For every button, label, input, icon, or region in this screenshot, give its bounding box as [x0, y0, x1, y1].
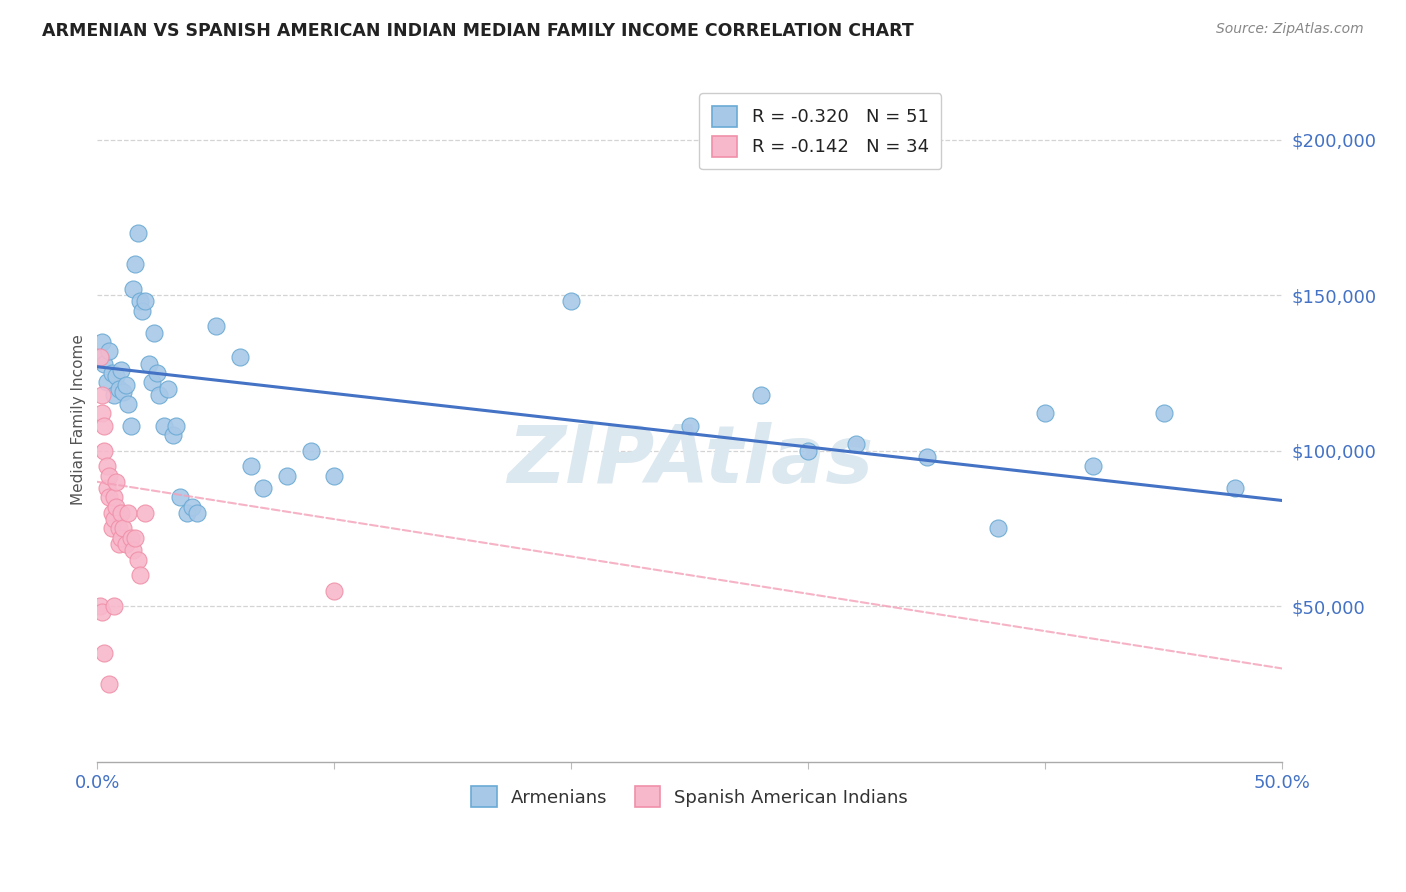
Point [134, 506, 156, 520]
Point [131, 303, 153, 318]
Point [145, 366, 167, 380]
Point [1153, 406, 1175, 420]
Point [98, 468, 121, 483]
Text: ZIPAtlas: ZIPAtlas [506, 422, 873, 500]
Point [148, 388, 170, 402]
Point [127, 226, 149, 240]
Point [112, 384, 135, 399]
Point [987, 521, 1010, 535]
Point [1081, 459, 1104, 474]
Point [117, 506, 139, 520]
Point [169, 491, 191, 505]
Point [134, 294, 156, 309]
Point [114, 537, 136, 551]
Point [100, 506, 122, 520]
Point [122, 543, 145, 558]
Point [141, 376, 163, 390]
Point [107, 521, 129, 535]
Point [276, 468, 298, 483]
Point [96, 459, 118, 474]
Point [124, 531, 146, 545]
Point [323, 468, 346, 483]
Point [797, 443, 820, 458]
Point [138, 357, 160, 371]
Point [560, 294, 582, 309]
Point [98, 677, 121, 691]
Point [105, 500, 128, 514]
Point [162, 428, 184, 442]
Point [93, 443, 115, 458]
Text: Source: ZipAtlas.com: Source: ZipAtlas.com [1216, 22, 1364, 37]
Point [1033, 406, 1056, 420]
Point [749, 388, 772, 402]
Point [1223, 481, 1246, 495]
Point [323, 583, 346, 598]
Point [165, 418, 187, 433]
Point [240, 459, 263, 474]
Point [105, 369, 128, 384]
Point [110, 506, 132, 520]
Point [103, 491, 125, 505]
Text: ARMENIAN VS SPANISH AMERICAN INDIAN MEDIAN FAMILY INCOME CORRELATION CHART: ARMENIAN VS SPANISH AMERICAN INDIAN MEDI… [42, 22, 914, 40]
Point [228, 351, 250, 365]
Point [915, 450, 938, 464]
Point [107, 537, 129, 551]
Point [91, 388, 114, 402]
Point [124, 257, 146, 271]
Point [91, 406, 114, 420]
Point [98, 491, 121, 505]
Point [105, 475, 128, 489]
Y-axis label: Median Family Income: Median Family Income [72, 334, 86, 505]
Point [93, 357, 115, 371]
Point [157, 382, 180, 396]
Point [252, 481, 274, 495]
Point [89, 351, 111, 365]
Point [299, 443, 322, 458]
Point [114, 378, 136, 392]
Point [845, 437, 868, 451]
Point [103, 388, 125, 402]
Point [143, 326, 166, 340]
Point [129, 568, 152, 582]
Point [93, 418, 115, 433]
Point [117, 397, 139, 411]
Point [110, 363, 132, 377]
Point [186, 506, 208, 520]
Point [89, 351, 111, 365]
Point [679, 418, 702, 433]
Point [110, 531, 132, 545]
Legend: Armenians, Spanish American Indians: Armenians, Spanish American Indians [464, 779, 915, 814]
Point [89, 599, 111, 614]
Point [112, 521, 135, 535]
Point [96, 481, 118, 495]
Point [176, 506, 198, 520]
Point [205, 319, 228, 334]
Point [120, 531, 142, 545]
Point [91, 334, 114, 349]
Point [129, 294, 152, 309]
Point [152, 418, 174, 433]
Point [120, 418, 142, 433]
Point [122, 282, 145, 296]
Point [107, 382, 129, 396]
Point [98, 344, 121, 359]
Point [100, 366, 122, 380]
Point [91, 606, 114, 620]
Point [93, 646, 115, 660]
Point [181, 500, 204, 514]
Point [127, 552, 149, 566]
Point [103, 599, 125, 614]
Point [103, 512, 125, 526]
Point [96, 376, 118, 390]
Point [100, 521, 122, 535]
